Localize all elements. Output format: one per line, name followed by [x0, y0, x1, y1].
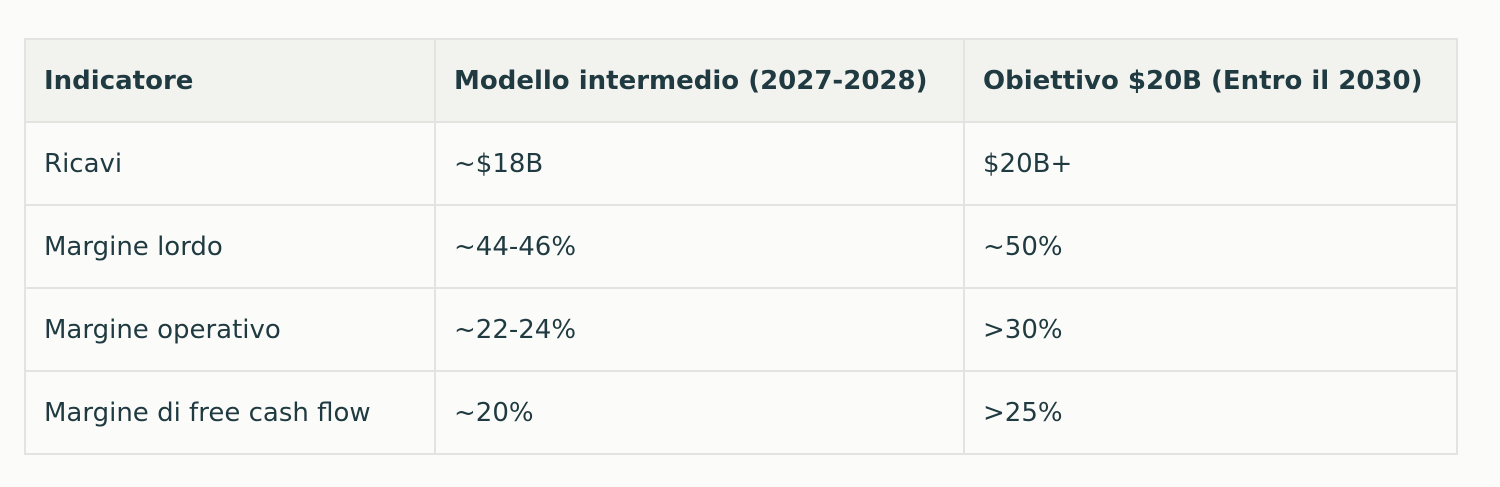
table-cell: Ricavi — [24, 121, 436, 206]
table-cell: ~50% — [963, 204, 1458, 289]
table-cell: ~22-24% — [434, 287, 965, 372]
table-cell: >25% — [963, 370, 1458, 455]
table-cell: Margine lordo — [24, 204, 436, 289]
table-cell: Margine di free cash flow — [24, 370, 436, 455]
table-cell: ~20% — [434, 370, 965, 455]
header-cell: Obiettivo $20B (Entro il 2030) — [963, 38, 1458, 123]
table-cell: ~$18B — [434, 121, 965, 206]
data-table: Indicatore Modello intermedio (2027-2028)… — [24, 38, 1458, 455]
table-row: Margine lordo ~44-46% ~50% — [24, 204, 1458, 289]
table-row: Margine di free cash flow ~20% >25% — [24, 370, 1458, 455]
header-row: Indicatore Modello intermedio (2027-2028)… — [24, 38, 1458, 123]
header-cell: Indicatore — [24, 38, 436, 123]
table-row: Ricavi ~$18B $20B+ — [24, 121, 1458, 206]
table-cell: Margine operativo — [24, 287, 436, 372]
table-row: Margine operativo ~22-24% >30% — [24, 287, 1458, 372]
header-cell: Modello intermedio (2027-2028) — [434, 38, 965, 123]
table-cell: $20B+ — [963, 121, 1458, 206]
table-body: Ricavi ~$18B $20B+ Margine lordo ~44-46% ~50%… — [24, 121, 1458, 455]
table-cell: >30% — [963, 287, 1458, 372]
table-cell: ~44-46% — [434, 204, 965, 289]
